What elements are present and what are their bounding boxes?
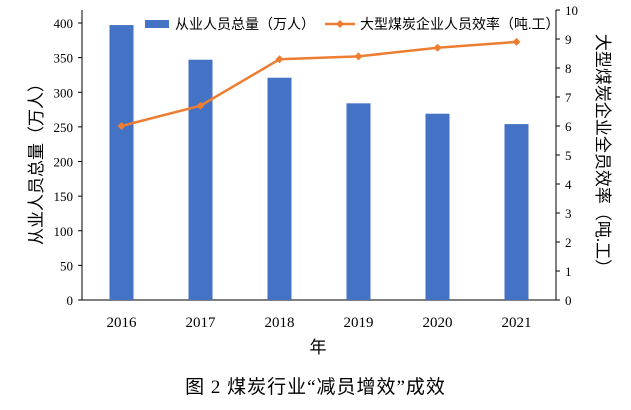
y2-axis-label: 大型煤炭企业全员效率（吨.工） bbox=[593, 34, 612, 276]
y-tick-label: 0 bbox=[67, 293, 74, 308]
line-series bbox=[121, 40, 517, 128]
y2-tick-label: 5 bbox=[565, 148, 572, 163]
y2-tick-label: 6 bbox=[565, 119, 572, 134]
chart: 0 50 100 150 200 250 300 350 400 0 1 2 3 4 5 6 7 8 9 10 2016… bbox=[27, 3, 612, 357]
line-point bbox=[512, 37, 521, 46]
y-tick-label: 250 bbox=[54, 120, 74, 135]
x-tick-label: 2016 bbox=[107, 315, 138, 331]
y-axis-label: 从业人员总量（万人） bbox=[27, 75, 46, 245]
line-point bbox=[275, 55, 284, 64]
y2-tick-label: 8 bbox=[565, 61, 572, 76]
y2-tick-label: 3 bbox=[565, 206, 572, 221]
y2-tick-label: 1 bbox=[565, 264, 572, 279]
bar bbox=[346, 103, 371, 300]
y-tick-label: 100 bbox=[54, 224, 74, 239]
line-point bbox=[117, 122, 126, 130]
x-axis-label: 年 bbox=[310, 338, 327, 357]
line-point bbox=[196, 101, 205, 110]
y2-tick-label: 4 bbox=[565, 177, 572, 192]
y2-tick-label: 0 bbox=[565, 293, 572, 308]
x-tick-label: 2021 bbox=[502, 315, 532, 331]
x-tick-label: 2019 bbox=[344, 315, 374, 331]
legend-line-label: 大型煤炭企业人员效率（吨.工） bbox=[360, 16, 560, 33]
bar bbox=[504, 124, 529, 300]
line-point bbox=[354, 52, 363, 61]
y2-tick-label: 10 bbox=[565, 3, 578, 18]
x-tick-label: 2017 bbox=[186, 315, 217, 331]
y2-tick-label: 9 bbox=[565, 32, 572, 47]
y-tick-label: 350 bbox=[54, 51, 74, 66]
bar bbox=[425, 113, 450, 300]
bar bbox=[267, 77, 292, 301]
bar bbox=[109, 25, 134, 300]
figure-caption: 图 2 煤炭行业“减员增效”成效 bbox=[185, 377, 446, 398]
legend-line-marker bbox=[336, 20, 344, 28]
y2-tick-label: 7 bbox=[565, 90, 572, 105]
x-tick-label: 2020 bbox=[423, 315, 453, 331]
y-tick-label: 50 bbox=[60, 258, 73, 273]
y2-tick-label: 2 bbox=[565, 235, 572, 250]
legend-bar-swatch bbox=[145, 20, 169, 28]
bar bbox=[188, 59, 213, 300]
y-tick-label: 300 bbox=[54, 85, 74, 100]
y-tick-label: 150 bbox=[54, 189, 74, 204]
y-tick-label: 200 bbox=[54, 155, 74, 170]
legend-bar-label: 从业人员总量（万人） bbox=[175, 17, 315, 33]
line-point bbox=[433, 43, 442, 52]
y-tick-label: 400 bbox=[54, 16, 74, 31]
x-tick-label: 2018 bbox=[265, 315, 295, 331]
